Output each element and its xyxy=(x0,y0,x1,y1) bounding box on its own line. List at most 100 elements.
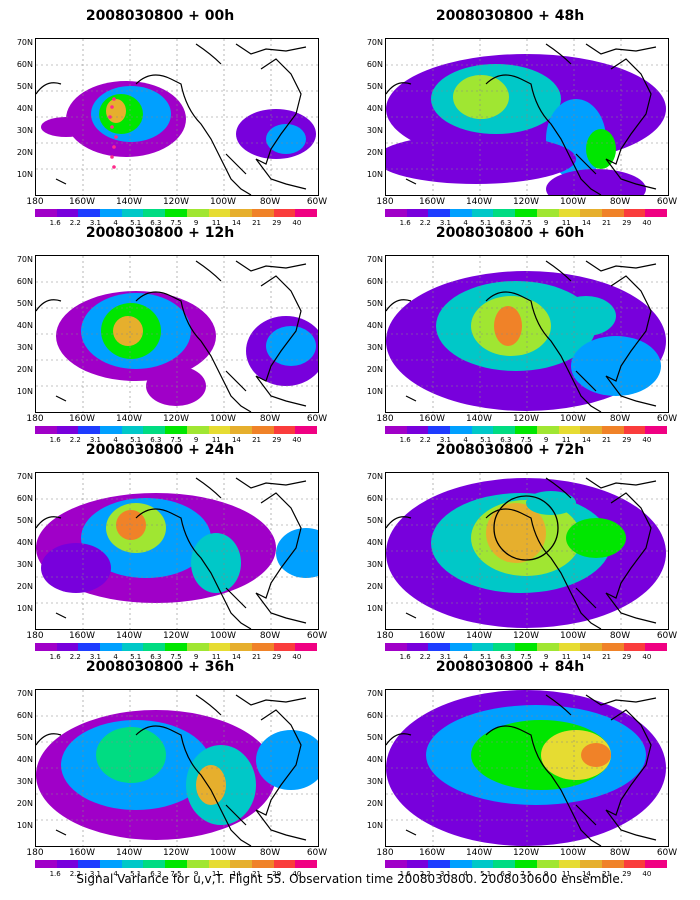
coastline xyxy=(386,260,657,412)
colorbar-label: 7.5 xyxy=(520,653,532,661)
colorbar-swatch xyxy=(580,643,602,651)
longitude-tick-label: 60W xyxy=(306,631,328,641)
colorbar-label: 1.6 xyxy=(399,436,411,444)
colorbar-swatch xyxy=(251,860,274,868)
colorbar-label: 2.2 xyxy=(419,870,431,878)
colorbar-label: 29 xyxy=(272,870,282,878)
colorbar-label: 1.6 xyxy=(399,219,411,227)
longitude-tick-label: 140W xyxy=(115,414,143,424)
longitude-tick-label: 140W xyxy=(465,631,493,641)
colorbar-label: 6.3 xyxy=(500,870,512,878)
colorbar-swatch xyxy=(273,643,296,651)
colorbar-label: 5.1 xyxy=(130,219,142,227)
longitude-tick-label: 120W xyxy=(162,631,190,641)
colorbar-swatch xyxy=(186,860,209,868)
colorbar-swatch xyxy=(536,209,559,217)
longitude-tick-label: 180 xyxy=(376,414,394,424)
variance-contour xyxy=(41,543,111,593)
longitude-tick-label: 100W xyxy=(209,631,237,641)
map-area xyxy=(35,255,319,413)
longitude-tick-label: 80W xyxy=(259,631,281,641)
colorbar-swatch xyxy=(100,860,122,868)
colorbar-swatch xyxy=(35,643,57,651)
colorbar-swatch xyxy=(580,209,602,217)
colorbar-swatch xyxy=(450,426,472,434)
colorbar-label: 40 xyxy=(642,219,652,227)
longitude-tick-label: 180 xyxy=(376,197,394,207)
colorbar-swatch xyxy=(143,426,166,434)
panel-title: 2008030800 + 60h xyxy=(435,225,585,241)
longitude-tick-label: 140W xyxy=(115,848,143,858)
variance-contour xyxy=(526,491,576,515)
latitude-tick-label: 40N xyxy=(366,755,383,764)
colorbar-swatch xyxy=(273,209,296,217)
colorbar-swatch xyxy=(143,860,166,868)
colorbar-label: 3.1 xyxy=(89,219,101,227)
colorbar-label: 29 xyxy=(272,219,282,227)
latitude-tick-label: 20N xyxy=(366,582,383,591)
variance-contour xyxy=(453,75,509,119)
longitude-tick-label: 100W xyxy=(209,197,237,207)
map-panel: 2008030800 + 36h 70N 60N 50N 40N 30N 20N 10N 180… xyxy=(0,659,327,878)
colorbar-label: 11 xyxy=(211,219,221,227)
colorbar-swatch xyxy=(385,426,407,434)
colorbar-swatch xyxy=(78,643,101,651)
colorbar-swatch xyxy=(428,426,451,434)
colorbar-label: 1.6 xyxy=(49,436,61,444)
panel-title: 2008030800 + 36h xyxy=(85,659,235,675)
map-area xyxy=(385,472,669,630)
colorbar-swatch xyxy=(515,860,537,868)
longitude-tick-label: 160W xyxy=(68,631,96,641)
colorbar-swatch xyxy=(601,860,624,868)
map-panel: 2008030800 + 60h 70N 60N 50N 40N 30N 20N 10N 180… xyxy=(350,225,677,444)
colorbar-swatch xyxy=(536,860,559,868)
latitude-tick-label: 40N xyxy=(366,321,383,330)
colorbar-swatch xyxy=(493,426,516,434)
longitude-tick-label: 100W xyxy=(559,631,587,641)
colorbar-swatch xyxy=(428,643,451,651)
variance-contour xyxy=(571,336,661,396)
longitude-tick-label: 180 xyxy=(26,414,44,424)
latitude-tick-label: 70N xyxy=(16,255,33,264)
colorbar-label: 1.6 xyxy=(49,653,61,661)
colorbar-swatch xyxy=(406,643,429,651)
colorbar-label: 21 xyxy=(252,219,262,227)
colorbar xyxy=(35,209,317,217)
flight-track-point xyxy=(114,135,118,139)
colorbar-label: 3.1 xyxy=(89,436,101,444)
variance-contour xyxy=(106,99,126,123)
longitude-tick-label: 180 xyxy=(26,848,44,858)
colorbar-swatch xyxy=(471,643,494,651)
coastline xyxy=(36,694,307,846)
colorbar-label: 2.2 xyxy=(419,219,431,227)
variance-contour xyxy=(196,765,226,805)
colorbar-swatch xyxy=(208,209,231,217)
colorbar-label: 5.1 xyxy=(130,870,142,878)
colorbar-label: 1.6 xyxy=(49,219,61,227)
variance-contour xyxy=(386,134,576,184)
variance-contour xyxy=(191,533,241,593)
colorbar-swatch xyxy=(601,643,624,651)
colorbar-label: 14 xyxy=(581,219,591,227)
latitude-tick-label: 60N xyxy=(16,494,33,503)
colorbar-label: 2.2 xyxy=(69,436,81,444)
colorbar-label: 2.2 xyxy=(419,436,431,444)
colorbar-swatch xyxy=(273,426,296,434)
colorbar-label: 29 xyxy=(622,870,632,878)
colorbar-label: 2.2 xyxy=(69,870,81,878)
latitude-tick-label: 10N xyxy=(366,604,383,613)
variance-contour xyxy=(586,129,616,169)
colorbar-label: 3.1 xyxy=(89,653,101,661)
colorbar xyxy=(35,860,317,868)
latitude-tick-label: 70N xyxy=(366,255,383,264)
map-panel: 2008030800 + 24h 70N 60N 50N 40N 30N 20N 10N 180… xyxy=(0,442,327,661)
flight-track-point xyxy=(112,97,116,101)
latitude-tick-label: 50N xyxy=(366,82,383,91)
colorbar-swatch xyxy=(471,860,494,868)
latitude-tick-label: 40N xyxy=(16,104,33,113)
colorbar-swatch xyxy=(385,209,407,217)
colorbar-label: 9 xyxy=(543,870,549,878)
longitude-tick-label: 80W xyxy=(609,197,631,207)
colorbar-label: 14 xyxy=(231,653,241,661)
colorbar-label: 9 xyxy=(193,870,199,878)
